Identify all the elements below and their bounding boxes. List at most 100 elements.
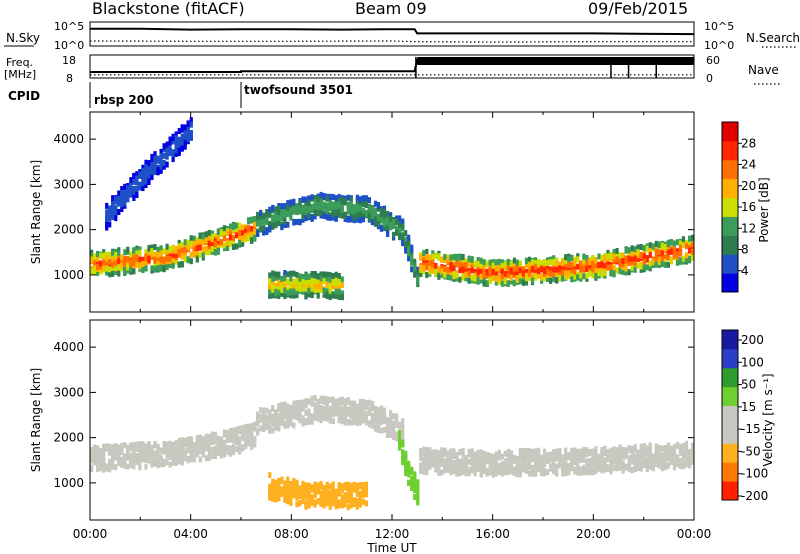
scatter-cell-1596 — [518, 467, 522, 474]
scatter-cell-952 — [337, 411, 341, 418]
scatter-cell-1409 — [398, 234, 402, 241]
scatter-cell-1394 — [392, 223, 396, 230]
scatter-cell-1390 — [449, 469, 453, 476]
scatter-cell-133 — [117, 209, 121, 215]
scatter-cell-962 — [295, 204, 299, 211]
scatter-cell-1250 — [343, 213, 347, 220]
scatter-cell-1568 — [452, 265, 456, 272]
scatter-cell-224 — [162, 460, 166, 467]
scatter-cell-597 — [201, 252, 205, 258]
scatter-cell-2202 — [663, 261, 667, 268]
scatter-cell-728 — [298, 493, 302, 499]
scatter-cell-2060 — [672, 453, 677, 460]
scatter-cell-2245 — [678, 240, 683, 247]
scatter-cell-589 — [277, 423, 281, 430]
scatter-cell-611 — [204, 231, 208, 238]
scatter-cell-1979 — [588, 270, 592, 277]
freq-left-tick-bottom: 8 — [66, 72, 73, 85]
scatter-cell-691 — [292, 491, 296, 498]
scatter-cell-30 — [99, 253, 103, 259]
scatter-cell-788 — [310, 398, 314, 405]
scatter-cell-2246 — [678, 258, 683, 265]
scatter-cell-930 — [289, 284, 293, 291]
scatter-cell-1229 — [398, 430, 402, 436]
scatter-cell-411 — [165, 251, 169, 257]
scatter-cell-518 — [183, 239, 187, 246]
scatter-cell-187 — [126, 189, 130, 196]
scatter-cell-1421 — [401, 223, 405, 230]
scatter-cell-1970 — [585, 266, 589, 273]
scatter-cell-151 — [120, 201, 124, 208]
scatter-cell-327 — [150, 174, 154, 180]
scatter-cell-841 — [274, 274, 278, 281]
scatter-cell-1313 — [422, 458, 426, 465]
scatter-cell-1138 — [370, 416, 375, 423]
scatter-cell-89 — [117, 444, 121, 451]
scatter-cell-1899 — [564, 262, 568, 269]
scatter-cell-1460 — [416, 274, 420, 281]
scatter-cell-1187 — [331, 273, 335, 279]
scatter-cell-774 — [307, 492, 311, 499]
scatter-cell-1130 — [322, 291, 326, 298]
scatter-cell-82 — [111, 266, 115, 273]
scatter-cell-1032 — [307, 200, 311, 207]
scatter-cell-876 — [280, 290, 284, 297]
scatter-cell-1545 — [500, 453, 504, 460]
scatter-cell-387 — [162, 248, 166, 255]
scatter-cell-656 — [219, 229, 224, 236]
scatter-cell-177 — [126, 264, 130, 270]
scatter-cell-1919 — [570, 267, 574, 274]
scatter-cell-395 — [219, 446, 224, 453]
scatter-cell-1751 — [512, 279, 516, 286]
scatter-cell-403 — [222, 443, 227, 450]
scatter-cell-1961 — [582, 253, 586, 260]
scatter-cell-1537 — [497, 465, 501, 472]
scatter-cell-1259 — [346, 205, 350, 212]
scatter-cell-1639 — [533, 459, 538, 466]
scatter-cell-258 — [174, 458, 178, 465]
scatter-cell-663 — [289, 404, 293, 411]
scatter-cell-95 — [120, 445, 124, 452]
scatter-cell-242 — [168, 442, 172, 449]
scatter-cell-836 — [274, 222, 278, 229]
scatter-cell-764 — [304, 482, 308, 489]
scatter-cell-582 — [195, 256, 199, 263]
scatter-cell-753 — [304, 402, 308, 409]
scatter-cell-1133 — [322, 288, 326, 295]
scatter-cell-2078 — [621, 258, 625, 265]
scatter-cell-1585 — [458, 276, 462, 283]
scatter-cell-2090 — [684, 455, 689, 462]
scatter-cell-1445 — [410, 259, 414, 266]
colorbar-tick-label-0: 4 — [741, 264, 749, 278]
scatter-cell-311 — [192, 455, 196, 462]
scatter-cell-477 — [250, 423, 254, 429]
scatter-cell-1106 — [361, 490, 365, 496]
scatter-cell-1619 — [524, 463, 529, 470]
scatter-cell-1052 — [352, 500, 356, 507]
scatter-cell-1376 — [443, 449, 447, 456]
scatter-cell-1877 — [612, 465, 616, 472]
scatter-cell-790 — [265, 209, 269, 215]
scatter-cell-1844 — [600, 447, 604, 453]
scatter-cell-469 — [247, 427, 251, 434]
scatter-cell-2030 — [606, 249, 610, 256]
scatter-cell-1695 — [552, 465, 556, 472]
scatter-cell-385 — [216, 435, 220, 442]
scatter-cell-1698 — [494, 270, 498, 277]
scatter-cell-482 — [250, 443, 254, 450]
scatter-cell-2043 — [612, 264, 616, 271]
scatter-cell-1265 — [407, 471, 411, 478]
scatter-cell-1898 — [618, 461, 622, 468]
scatter-cell-608 — [280, 419, 284, 426]
scatter-cell-764 — [256, 230, 260, 237]
scatter-cell-988 — [343, 412, 347, 419]
scatter-cell-815 — [271, 220, 275, 227]
scatter-cell-548 — [186, 134, 190, 141]
scatter-cell-273 — [141, 185, 145, 192]
scatter-cell-383 — [216, 439, 220, 446]
scatter-cell-329 — [150, 168, 154, 175]
scatter-cell-274 — [180, 447, 184, 454]
scatter-cell-913 — [331, 399, 335, 406]
scatter-cell-2172 — [654, 261, 658, 268]
scatter-cell-418 — [228, 445, 233, 452]
